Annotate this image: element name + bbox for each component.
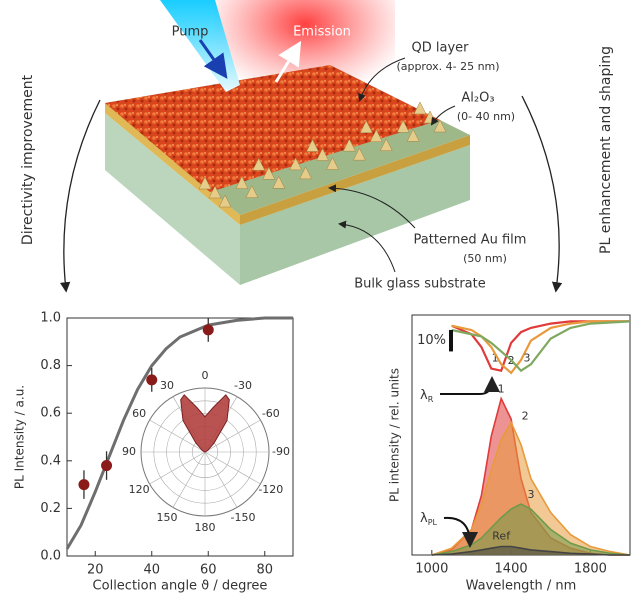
x-tick-label: 20 xyxy=(87,563,104,578)
polar-tick-label: -30 xyxy=(234,379,252,392)
x-tick-label: 40 xyxy=(143,563,160,578)
series-label: 3 xyxy=(524,352,531,365)
polar-tick-label: -90 xyxy=(272,445,290,458)
y-tick-label: 0.2 xyxy=(40,501,61,516)
polar-tick-label: -120 xyxy=(258,483,283,496)
x-tick-label: 1400 xyxy=(495,562,528,577)
reflection-line xyxy=(452,321,630,373)
flow-arrow xyxy=(64,100,100,290)
series-label: Ref xyxy=(492,530,511,543)
data-point xyxy=(146,374,157,385)
y-axis-label: PL Intensity / a.u. xyxy=(13,385,27,489)
y-axis-label: PL intensity / rel. units xyxy=(388,368,402,502)
x-tick-label: 80 xyxy=(256,563,273,578)
scale-bar xyxy=(449,330,453,351)
pump-label: Pump xyxy=(172,25,209,40)
data-point xyxy=(203,324,214,335)
scale-bar-label: 10% xyxy=(417,333,446,348)
flow-arrow xyxy=(522,96,559,290)
side-label: PL enhancement and shaping xyxy=(598,46,614,254)
figure: Pump Emission QD layer (approx. 4- 25 nm… xyxy=(0,0,634,597)
data-point xyxy=(78,479,89,490)
x-tick-label: 1000 xyxy=(415,562,448,577)
annotation-subscript: PL xyxy=(428,518,438,527)
polar-tick-label: 180 xyxy=(195,521,216,534)
au-thickness: (50 nm) xyxy=(463,252,507,265)
y-tick-label: 0.8 xyxy=(40,358,61,373)
qd-label: QD layer xyxy=(412,41,470,56)
x-tick-label: 60 xyxy=(200,563,217,578)
polar-tick-label: -150 xyxy=(231,511,256,524)
annotation: λR xyxy=(420,388,434,404)
x-axis-label: Collection angle ϑ / degree xyxy=(93,579,268,594)
side-label: Directivity improvement xyxy=(20,74,36,245)
oxide-label: Al₂O₃ xyxy=(461,91,494,106)
annotation-arrow xyxy=(440,380,492,394)
qd-thickness: (approx. 4- 25 nm) xyxy=(396,60,499,73)
annotation: λPL xyxy=(420,511,438,527)
y-tick-label: 0.0 xyxy=(40,549,61,564)
au-label: Patterned Au film xyxy=(414,233,527,248)
polar-tick-label: 150 xyxy=(157,511,178,524)
oxide-thickness: (0- 40 nm) xyxy=(457,110,515,123)
annotation-subscript: R xyxy=(428,395,434,404)
polar-tick-label: 120 xyxy=(129,483,150,496)
x-axis-label: Wavelength / nm xyxy=(466,579,577,594)
data-point xyxy=(101,460,112,471)
y-tick-label: 0.6 xyxy=(40,406,61,421)
y-tick-label: 0.4 xyxy=(40,453,61,468)
polar-tick-label: 60 xyxy=(132,407,146,420)
polar-tick-label: 30 xyxy=(160,379,174,392)
y-tick-label: 1.0 xyxy=(40,311,61,326)
polar-tick-label: -60 xyxy=(262,407,280,420)
emission-label: Emission xyxy=(293,25,351,40)
series-label: 2 xyxy=(522,409,529,422)
schematic: Pump Emission QD layer (approx. 4- 25 nm… xyxy=(20,0,614,292)
substrate-label: Bulk glass substrate xyxy=(354,277,485,292)
reflection-line xyxy=(452,321,630,370)
series-label: 3 xyxy=(528,488,535,501)
x-tick-label: 1800 xyxy=(574,562,607,577)
polar-tick-label: 90 xyxy=(122,445,136,458)
series-label: 1 xyxy=(498,383,505,396)
reflection-line xyxy=(452,321,630,370)
polar-tick-label: 0 xyxy=(202,369,209,382)
